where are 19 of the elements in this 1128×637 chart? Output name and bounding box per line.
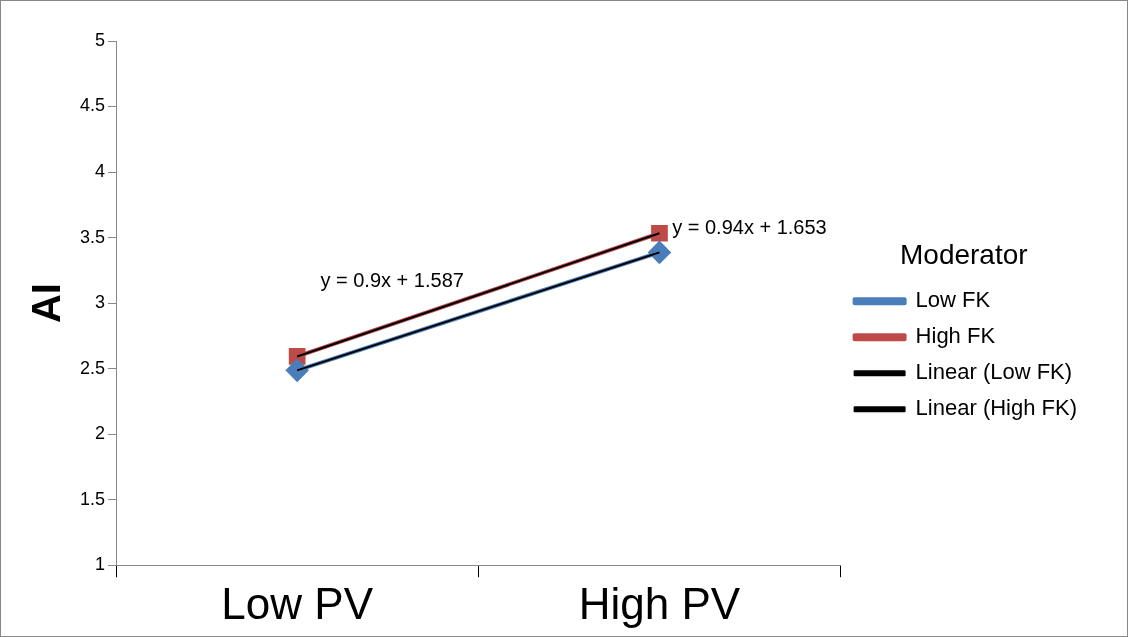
legend-label: Linear (High FK) bbox=[915, 395, 1077, 421]
y-tick-label: 1 bbox=[95, 554, 106, 575]
y-tick-label: 5 bbox=[95, 29, 106, 50]
y-tick-label: 2.5 bbox=[79, 357, 106, 378]
y-tick-label: 2 bbox=[95, 423, 106, 444]
x-tick-label: Low PV bbox=[221, 578, 374, 628]
legend-title: Moderator bbox=[899, 239, 1028, 271]
x-tick-label: High PV bbox=[578, 578, 741, 628]
y-axis-title: AI bbox=[24, 283, 69, 324]
y-tick-label: 4 bbox=[95, 161, 106, 182]
y-tick-label: 1.5 bbox=[79, 488, 106, 509]
legend-label: High FK bbox=[915, 323, 996, 349]
legend-label: Linear (Low FK) bbox=[915, 359, 1073, 385]
y-tick-label: 3 bbox=[95, 292, 106, 313]
y-tick-label: 4.5 bbox=[79, 95, 106, 116]
legend-label: Low FK bbox=[915, 287, 991, 313]
annotation: y = 0.94x + 1.653 bbox=[672, 215, 827, 238]
annotation: y = 0.9x + 1.587 bbox=[320, 268, 464, 291]
y-tick-label: 3.5 bbox=[79, 226, 106, 247]
